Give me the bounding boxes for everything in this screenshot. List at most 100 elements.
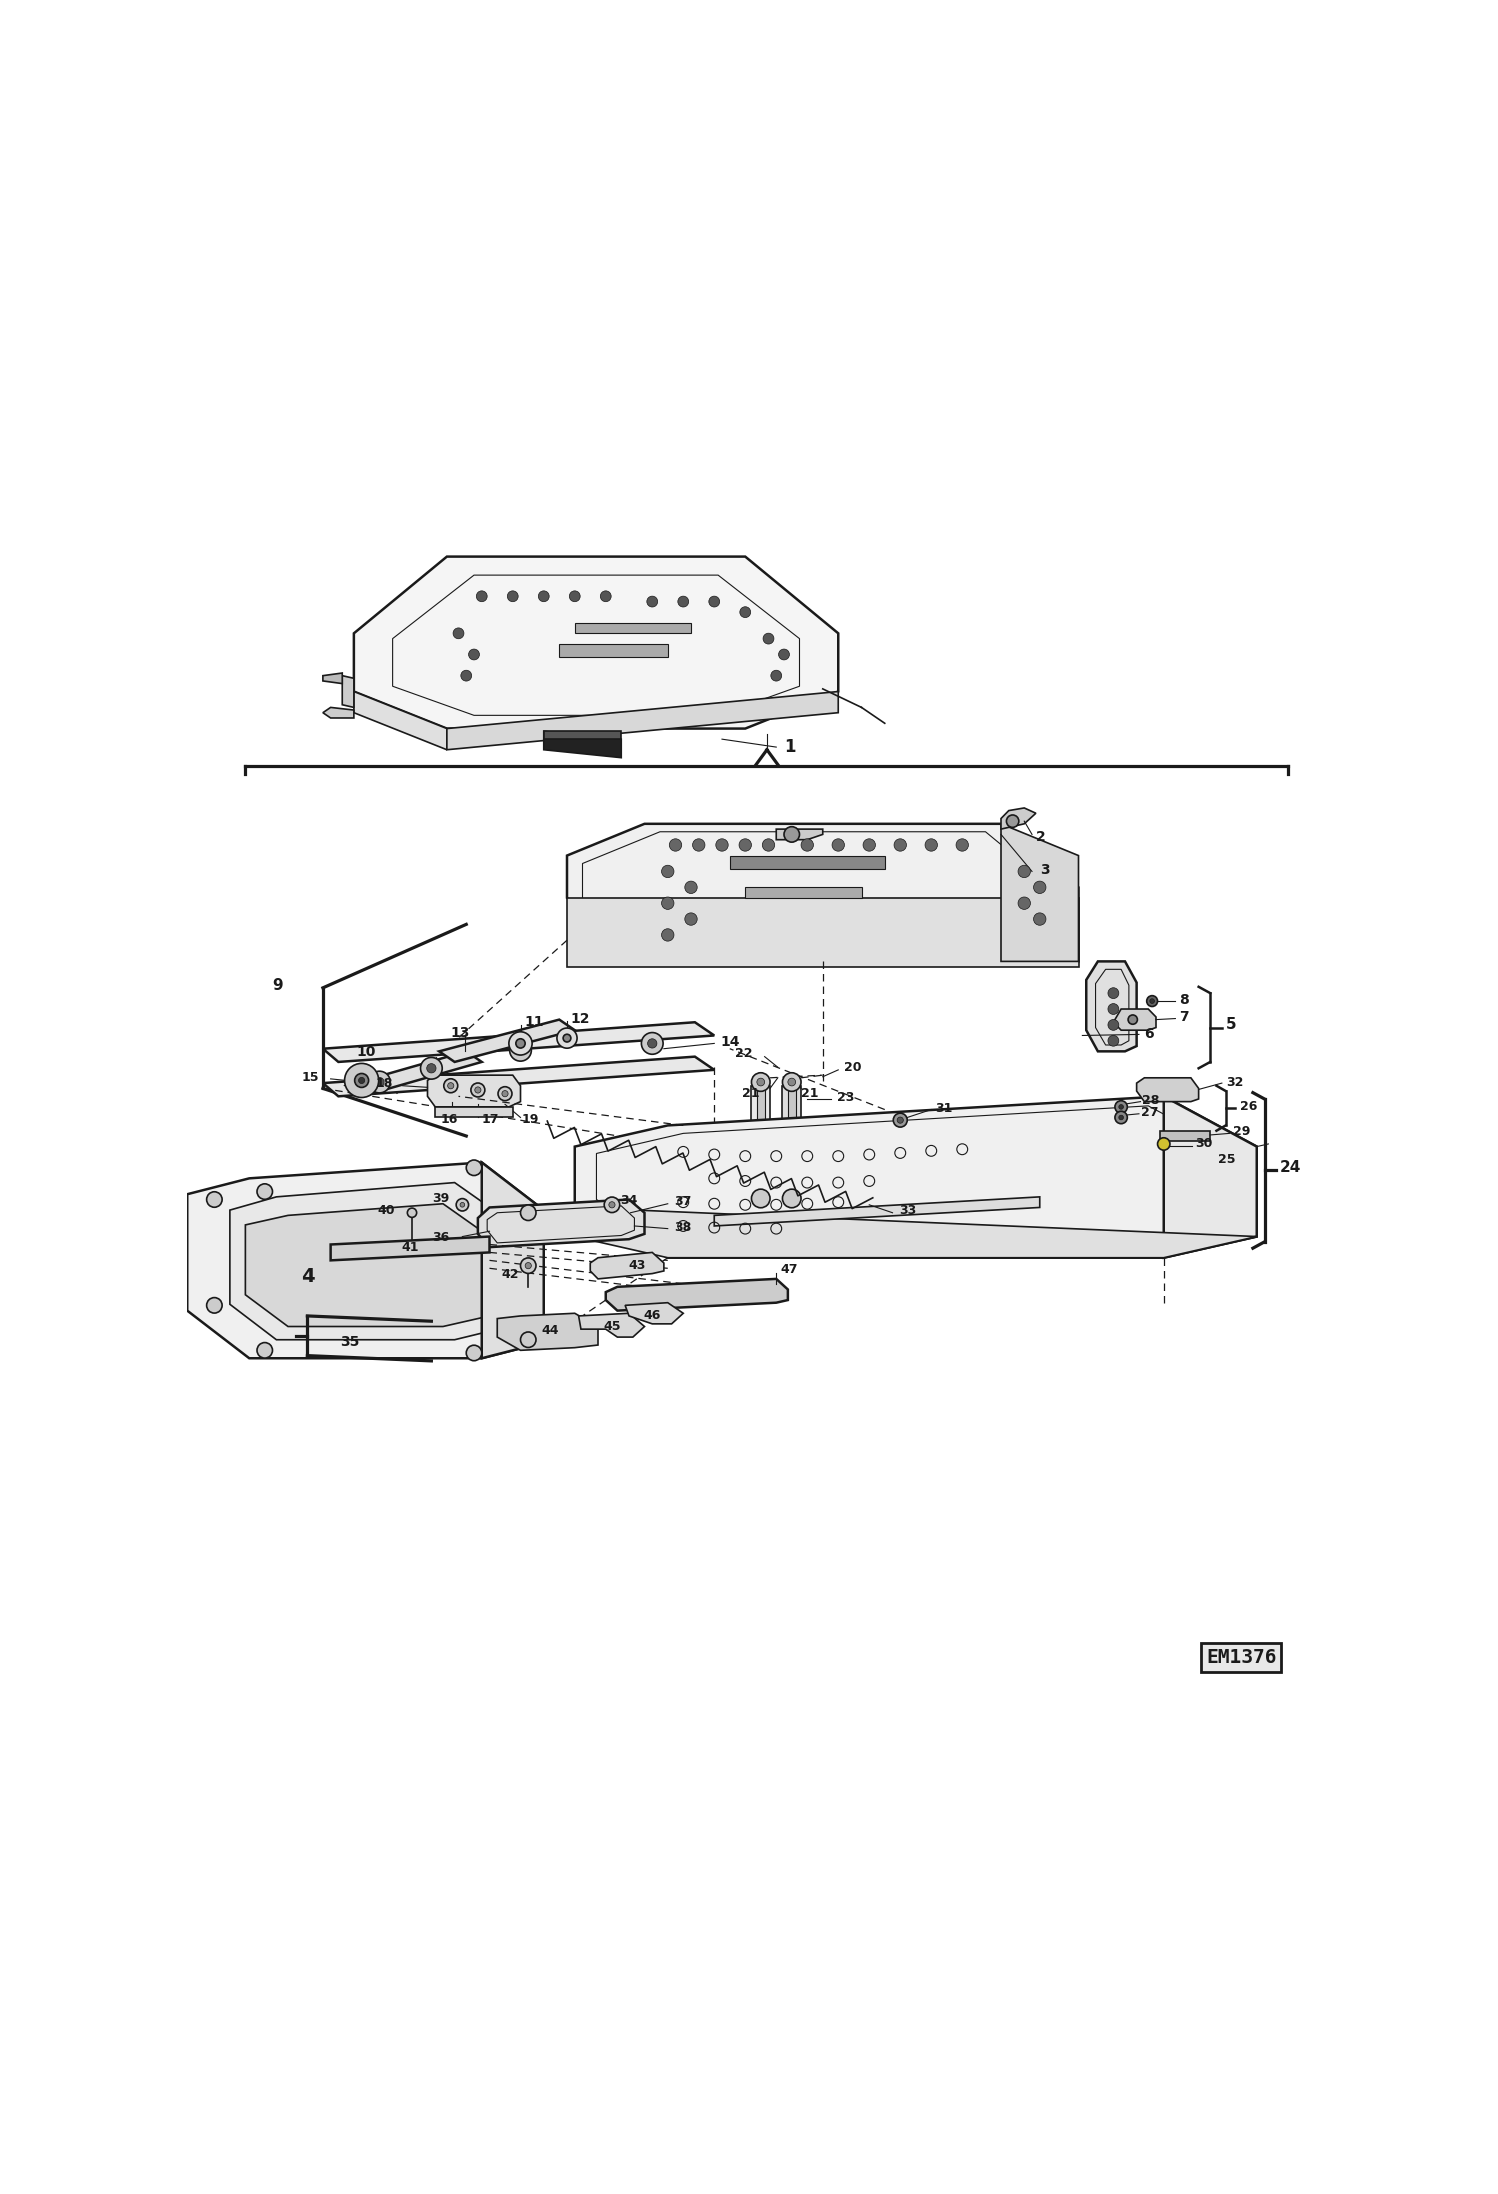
Circle shape <box>461 669 472 680</box>
Circle shape <box>740 608 750 617</box>
Circle shape <box>515 1047 526 1055</box>
Polygon shape <box>568 823 1079 961</box>
Text: 39: 39 <box>431 1191 449 1205</box>
Polygon shape <box>342 676 354 706</box>
Circle shape <box>783 827 800 842</box>
Polygon shape <box>324 706 354 717</box>
Circle shape <box>526 1262 532 1268</box>
Circle shape <box>716 838 728 851</box>
Text: 45: 45 <box>604 1321 620 1334</box>
Circle shape <box>670 838 682 851</box>
Polygon shape <box>187 1163 544 1358</box>
Text: 27: 27 <box>1140 1106 1158 1119</box>
Text: 9: 9 <box>273 979 283 992</box>
Polygon shape <box>1113 1009 1156 1031</box>
Circle shape <box>427 1064 436 1073</box>
Polygon shape <box>745 886 861 897</box>
Circle shape <box>207 1191 222 1207</box>
Circle shape <box>647 597 658 608</box>
Polygon shape <box>1001 823 1079 961</box>
Circle shape <box>1146 996 1158 1007</box>
Circle shape <box>782 1189 801 1207</box>
Circle shape <box>520 1257 536 1273</box>
Circle shape <box>756 1077 764 1086</box>
Circle shape <box>1150 998 1155 1003</box>
Circle shape <box>421 1058 442 1079</box>
Text: 12: 12 <box>571 1011 590 1025</box>
Polygon shape <box>1164 1097 1257 1257</box>
Text: 32: 32 <box>1225 1075 1243 1088</box>
Text: 35: 35 <box>340 1336 360 1349</box>
Circle shape <box>358 1077 364 1084</box>
Text: 15: 15 <box>301 1071 319 1084</box>
Text: 21: 21 <box>742 1088 759 1099</box>
Text: 23: 23 <box>837 1090 854 1104</box>
Text: 31: 31 <box>935 1101 953 1115</box>
Polygon shape <box>497 1314 598 1349</box>
Polygon shape <box>730 856 885 869</box>
Circle shape <box>762 634 774 645</box>
Circle shape <box>956 838 968 851</box>
Polygon shape <box>1137 1077 1198 1101</box>
Circle shape <box>762 838 774 851</box>
Circle shape <box>662 897 674 908</box>
Polygon shape <box>354 557 839 728</box>
Circle shape <box>677 597 689 608</box>
Polygon shape <box>776 829 822 840</box>
Polygon shape <box>324 674 342 685</box>
Circle shape <box>752 1073 770 1090</box>
Polygon shape <box>788 1086 795 1141</box>
Polygon shape <box>1159 1130 1210 1141</box>
Text: 6: 6 <box>1144 1027 1153 1042</box>
Text: 7: 7 <box>1179 1009 1189 1025</box>
Text: 18: 18 <box>376 1077 392 1090</box>
Polygon shape <box>354 691 446 750</box>
Polygon shape <box>568 897 1079 968</box>
Polygon shape <box>446 691 839 750</box>
Text: 14: 14 <box>721 1036 740 1049</box>
Circle shape <box>355 1073 369 1088</box>
Circle shape <box>502 1090 508 1097</box>
Polygon shape <box>544 731 622 739</box>
Polygon shape <box>436 1108 512 1117</box>
Text: 29: 29 <box>1233 1126 1251 1139</box>
Text: 17: 17 <box>482 1112 499 1126</box>
Circle shape <box>692 838 706 851</box>
Text: 1: 1 <box>783 737 795 757</box>
Circle shape <box>894 838 906 851</box>
Circle shape <box>520 1205 536 1220</box>
Text: 2: 2 <box>1037 829 1046 845</box>
Polygon shape <box>756 1086 764 1141</box>
Circle shape <box>608 1202 616 1209</box>
Polygon shape <box>782 1086 801 1194</box>
Polygon shape <box>559 643 668 658</box>
Circle shape <box>1158 1139 1170 1150</box>
Circle shape <box>1034 882 1046 893</box>
Circle shape <box>709 597 719 608</box>
Polygon shape <box>331 1237 490 1259</box>
Circle shape <box>1007 814 1019 827</box>
Circle shape <box>509 1040 532 1062</box>
Polygon shape <box>578 1314 644 1336</box>
Circle shape <box>369 1071 391 1093</box>
Circle shape <box>557 1029 577 1049</box>
Circle shape <box>258 1185 273 1200</box>
Text: 46: 46 <box>644 1310 661 1323</box>
Text: 43: 43 <box>628 1259 646 1273</box>
Polygon shape <box>575 623 691 634</box>
Text: 25: 25 <box>1218 1154 1236 1167</box>
Circle shape <box>752 1189 770 1207</box>
Text: 22: 22 <box>736 1047 753 1060</box>
Polygon shape <box>575 1207 1257 1257</box>
Circle shape <box>1119 1115 1124 1119</box>
Text: 26: 26 <box>1240 1101 1257 1112</box>
Polygon shape <box>590 1253 664 1279</box>
Text: 13: 13 <box>451 1027 470 1040</box>
Circle shape <box>508 590 518 601</box>
Text: 19: 19 <box>521 1112 539 1126</box>
Circle shape <box>739 838 752 851</box>
Circle shape <box>1115 1101 1128 1112</box>
Polygon shape <box>427 1075 520 1108</box>
Circle shape <box>801 838 813 851</box>
Circle shape <box>515 1038 526 1049</box>
